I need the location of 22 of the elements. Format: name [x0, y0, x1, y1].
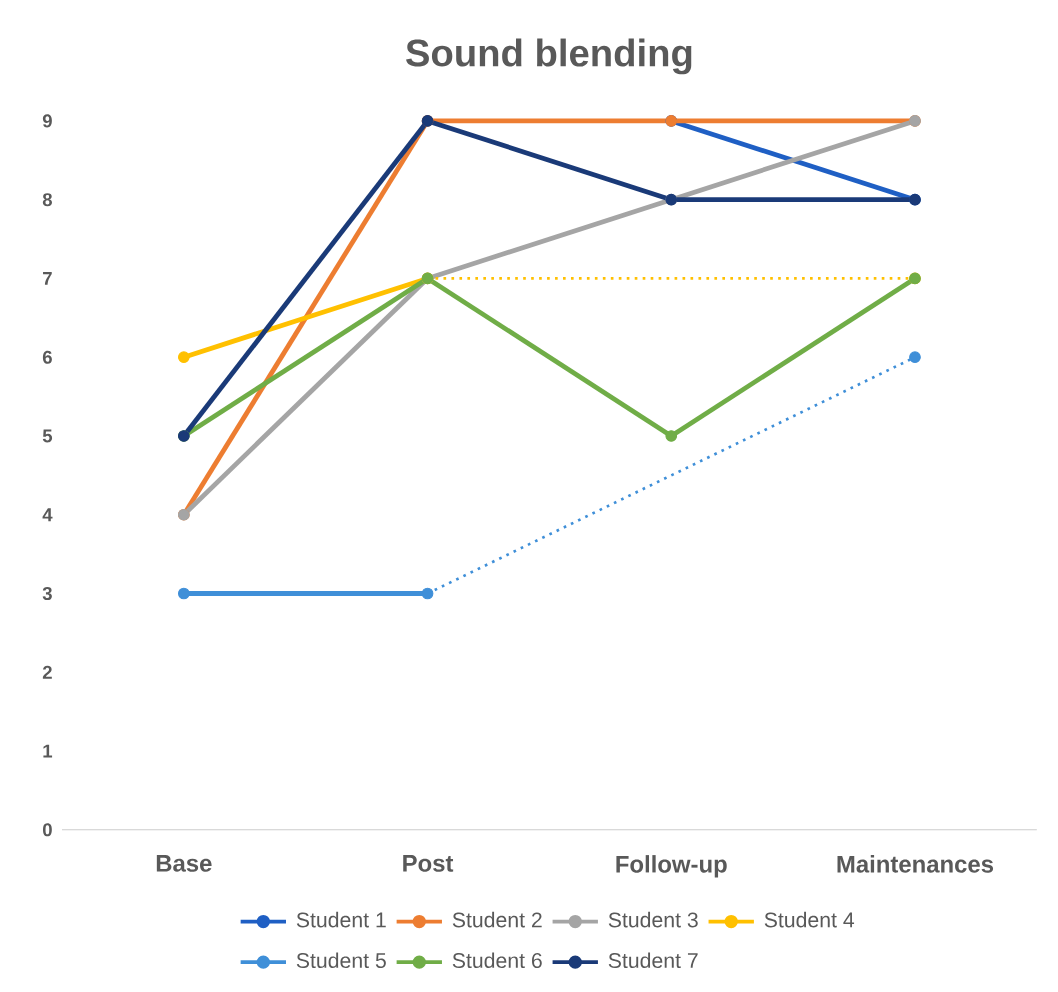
legend-label: Student 1 [296, 912, 386, 928]
y-tick-label: 4 [42, 508, 53, 522]
legend-label: Student 2 [452, 912, 542, 928]
y-tick-label: 8 [42, 193, 52, 207]
x-tick-label: Post [403, 855, 454, 873]
legend-label: Student 7 [608, 952, 698, 969]
y-tick-label: 9 [42, 114, 52, 128]
y-tick-label: 3 [42, 587, 52, 601]
y-tick-label: 7 [43, 272, 52, 286]
legend-label: Student 6 [452, 952, 542, 969]
y-tick-label: 6 [42, 350, 52, 365]
x-tick-label: Follow-up [616, 855, 727, 878]
y-tick-label: 0 [43, 823, 52, 837]
x-tick-label: Base [156, 855, 212, 873]
chart-title: Sound blending [406, 38, 692, 75]
y-tick-label: 2 [42, 666, 52, 679]
y-tick-label: 5 [42, 429, 53, 443]
y-tick-label: 1 [43, 744, 53, 758]
legend-label: Student 4 [764, 912, 855, 928]
x-tick-label: Maintenances [837, 855, 994, 873]
legend-label: Student 5 [296, 952, 386, 969]
legend-label: Student 3 [608, 912, 698, 928]
